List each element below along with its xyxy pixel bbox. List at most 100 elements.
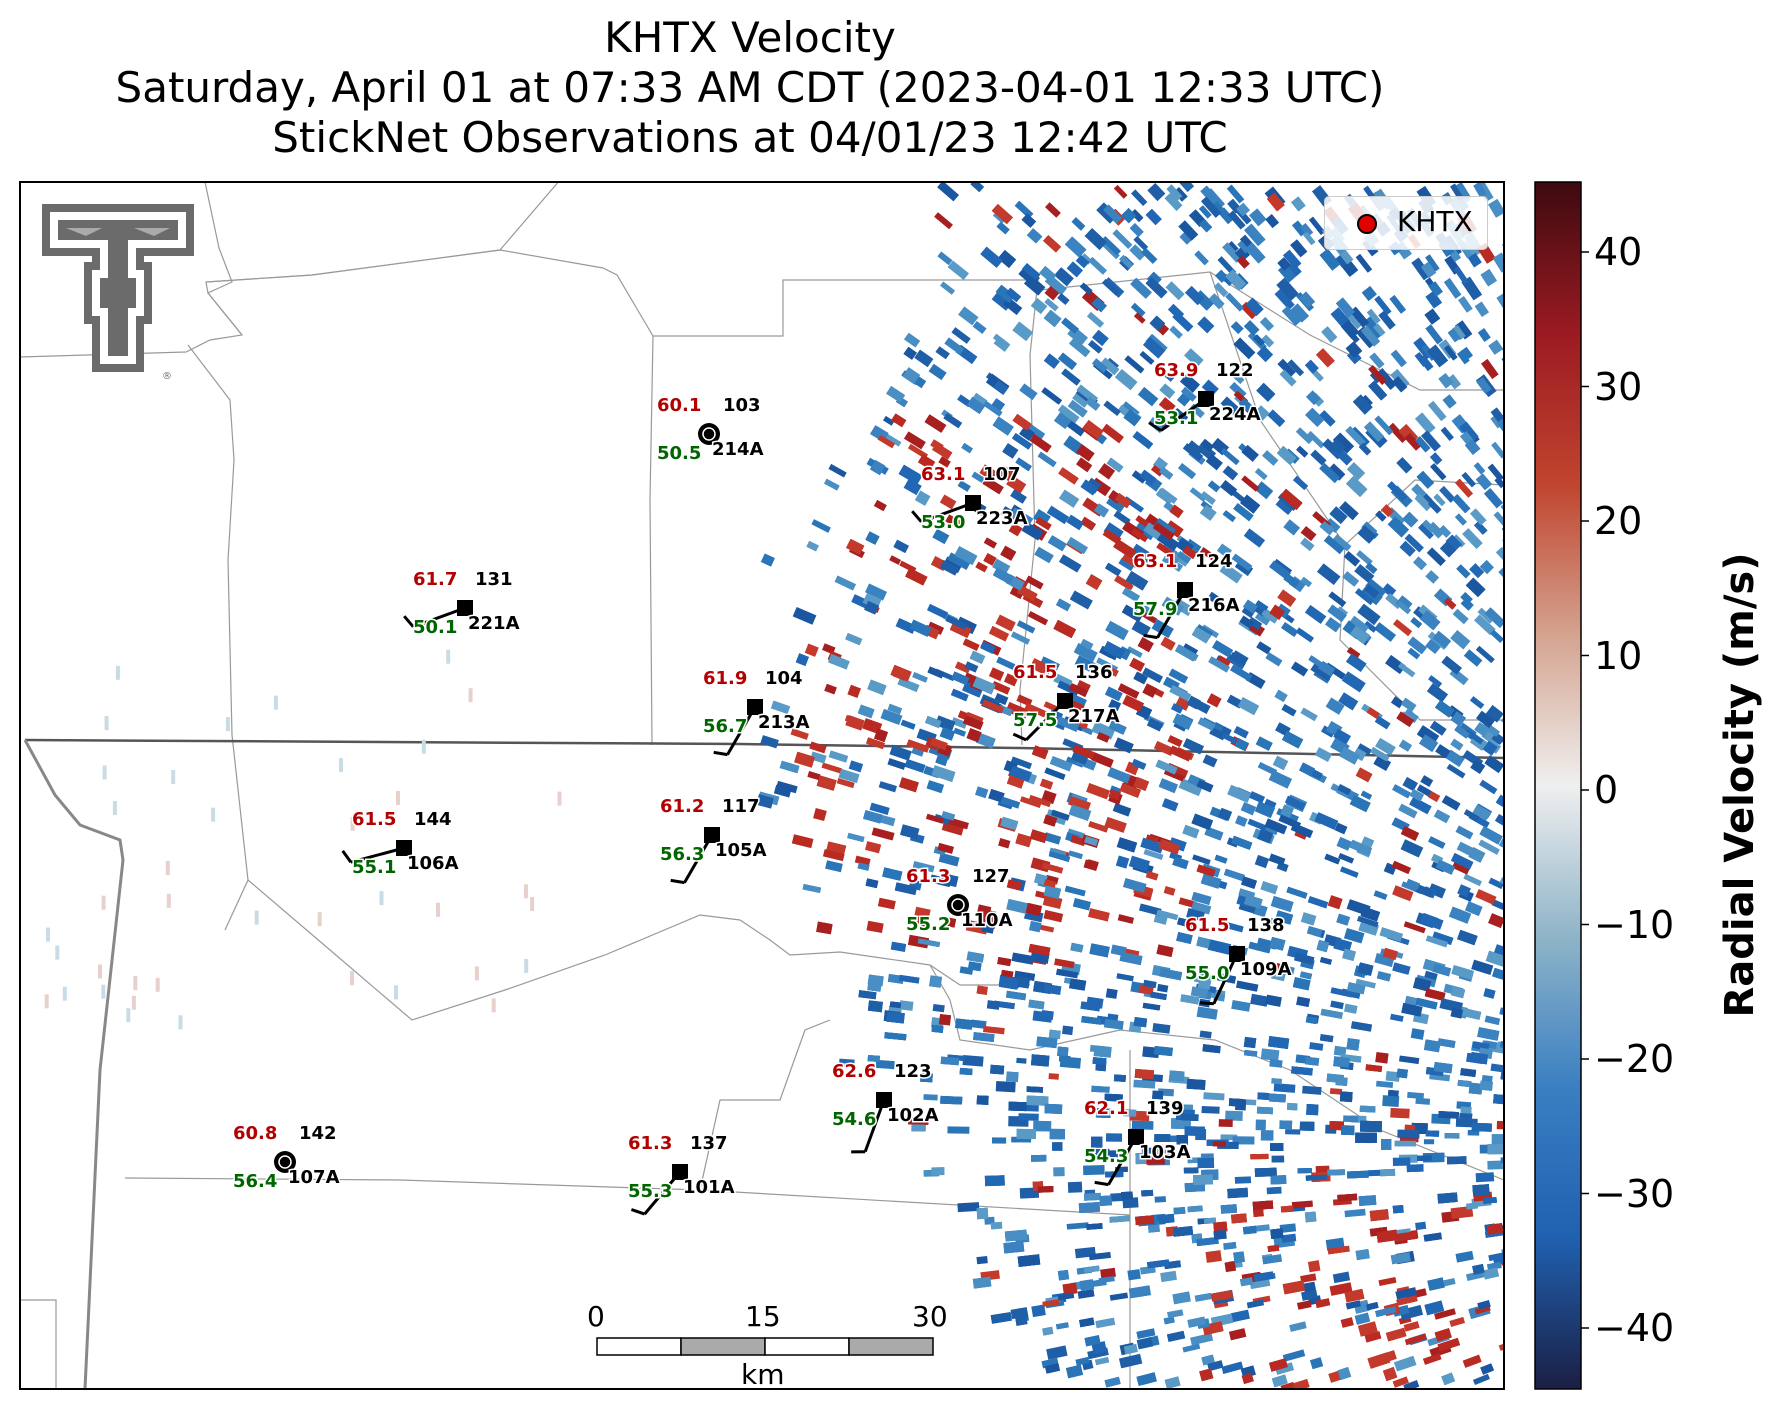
velocity-gate bbox=[1332, 1271, 1351, 1284]
velocity-gate bbox=[1147, 718, 1164, 732]
velocity-gate bbox=[1457, 1079, 1472, 1088]
velocity-gate bbox=[1114, 492, 1132, 509]
velocity-gate bbox=[1233, 726, 1249, 739]
velocity-gate bbox=[983, 537, 997, 549]
velocity-gate bbox=[1221, 1361, 1244, 1374]
velocity-gate bbox=[899, 777, 919, 793]
velocity-gate bbox=[1092, 1148, 1110, 1160]
velocity-gate bbox=[1488, 913, 1504, 928]
velocity-returns bbox=[44, 182, 1522, 1389]
velocity-gate bbox=[1470, 759, 1486, 774]
velocity-gate bbox=[1392, 1204, 1404, 1214]
velocity-gate bbox=[1434, 1328, 1452, 1342]
velocity-gate bbox=[904, 431, 926, 450]
velocity-gate bbox=[1502, 535, 1504, 555]
velocity-gate bbox=[1145, 208, 1162, 226]
velocity-gate bbox=[1104, 817, 1127, 833]
velocity-gate bbox=[1305, 1174, 1328, 1181]
velocity-gate bbox=[1089, 943, 1110, 958]
velocity-gate bbox=[1327, 895, 1343, 910]
velocity-gate bbox=[1329, 438, 1346, 456]
velocity-gate bbox=[1119, 782, 1141, 798]
velocity-gate bbox=[1446, 374, 1462, 390]
velocity-gate bbox=[1223, 1242, 1237, 1250]
velocity-gate bbox=[1025, 423, 1046, 442]
velocity-gate bbox=[1091, 1136, 1103, 1148]
velocity-gate bbox=[865, 531, 880, 545]
velocity-gate bbox=[1029, 921, 1042, 933]
wind-barb-flag bbox=[1199, 1001, 1214, 1006]
velocity-gate bbox=[1234, 246, 1250, 262]
velocity-gate bbox=[981, 699, 1005, 714]
velocity-gate bbox=[938, 456, 951, 468]
velocity-gate bbox=[1141, 1189, 1154, 1197]
velocity-gate bbox=[1113, 184, 1128, 199]
velocity-gate bbox=[1207, 591, 1225, 607]
station-temp: 61.7 bbox=[413, 569, 457, 590]
velocity-gate bbox=[1396, 1231, 1418, 1242]
velocity-gate bbox=[1005, 990, 1027, 1001]
velocity-gate bbox=[131, 995, 136, 1010]
velocity-gate bbox=[970, 182, 984, 193]
velocity-gate bbox=[1131, 470, 1147, 484]
velocity-gate bbox=[1200, 873, 1222, 889]
velocity-gate bbox=[1262, 450, 1279, 466]
velocity-gate bbox=[1092, 329, 1109, 347]
velocity-gate bbox=[1043, 909, 1064, 923]
velocity-gate bbox=[1088, 1251, 1111, 1261]
station-id: 131 bbox=[475, 569, 513, 590]
velocity-gate bbox=[1295, 627, 1315, 643]
velocity-gate bbox=[1189, 487, 1207, 502]
velocity-gate bbox=[941, 811, 956, 821]
velocity-gate bbox=[1006, 774, 1025, 789]
velocity-gate bbox=[1225, 292, 1244, 312]
velocity-gate bbox=[1014, 200, 1034, 219]
velocity-gate bbox=[1135, 1153, 1146, 1165]
velocity-gate bbox=[1154, 1196, 1166, 1203]
velocity-gate bbox=[1169, 325, 1183, 339]
velocity-gate bbox=[491, 998, 496, 1013]
velocity-gate bbox=[966, 396, 986, 415]
velocity-gate bbox=[1105, 686, 1123, 702]
velocity-gate bbox=[1381, 583, 1397, 598]
velocity-gate bbox=[1337, 1367, 1352, 1381]
velocity-gate bbox=[1227, 784, 1252, 803]
velocity-gate bbox=[1394, 1355, 1417, 1372]
velocity-gate bbox=[1508, 543, 1522, 557]
velocity-gate bbox=[1191, 813, 1214, 831]
velocity-gate bbox=[1254, 610, 1272, 626]
velocity-gate bbox=[1196, 779, 1214, 793]
velocity-gate bbox=[1131, 189, 1148, 206]
velocity-gate bbox=[1319, 462, 1340, 483]
station-code: 102A bbox=[887, 1105, 939, 1126]
velocity-gate bbox=[1269, 560, 1291, 580]
velocity-gate bbox=[1015, 833, 1033, 848]
velocity-gate bbox=[1231, 835, 1253, 850]
colorbar-tick-label: 10 bbox=[1594, 633, 1643, 678]
station-code: 103A bbox=[1139, 1142, 1191, 1163]
station-dewpoint: 53.1 bbox=[1154, 408, 1198, 429]
station-dewpoint: 55.0 bbox=[1185, 963, 1229, 984]
station-dewpoint: 56.3 bbox=[660, 844, 704, 865]
velocity-gate bbox=[1460, 1068, 1477, 1078]
chart-subtitle-time: Saturday, April 01 at 07:33 AM CDT (2023… bbox=[115, 63, 1385, 112]
velocity-gate bbox=[1152, 1090, 1164, 1100]
velocity-gate bbox=[1163, 886, 1176, 896]
velocity-gate bbox=[1376, 1229, 1398, 1243]
velocity-gate bbox=[1406, 1164, 1424, 1173]
